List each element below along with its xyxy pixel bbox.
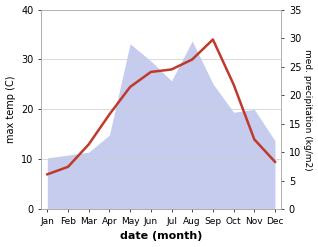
Y-axis label: med. precipitation (kg/m2): med. precipitation (kg/m2) — [303, 49, 313, 170]
Y-axis label: max temp (C): max temp (C) — [5, 76, 16, 143]
X-axis label: date (month): date (month) — [120, 231, 202, 242]
